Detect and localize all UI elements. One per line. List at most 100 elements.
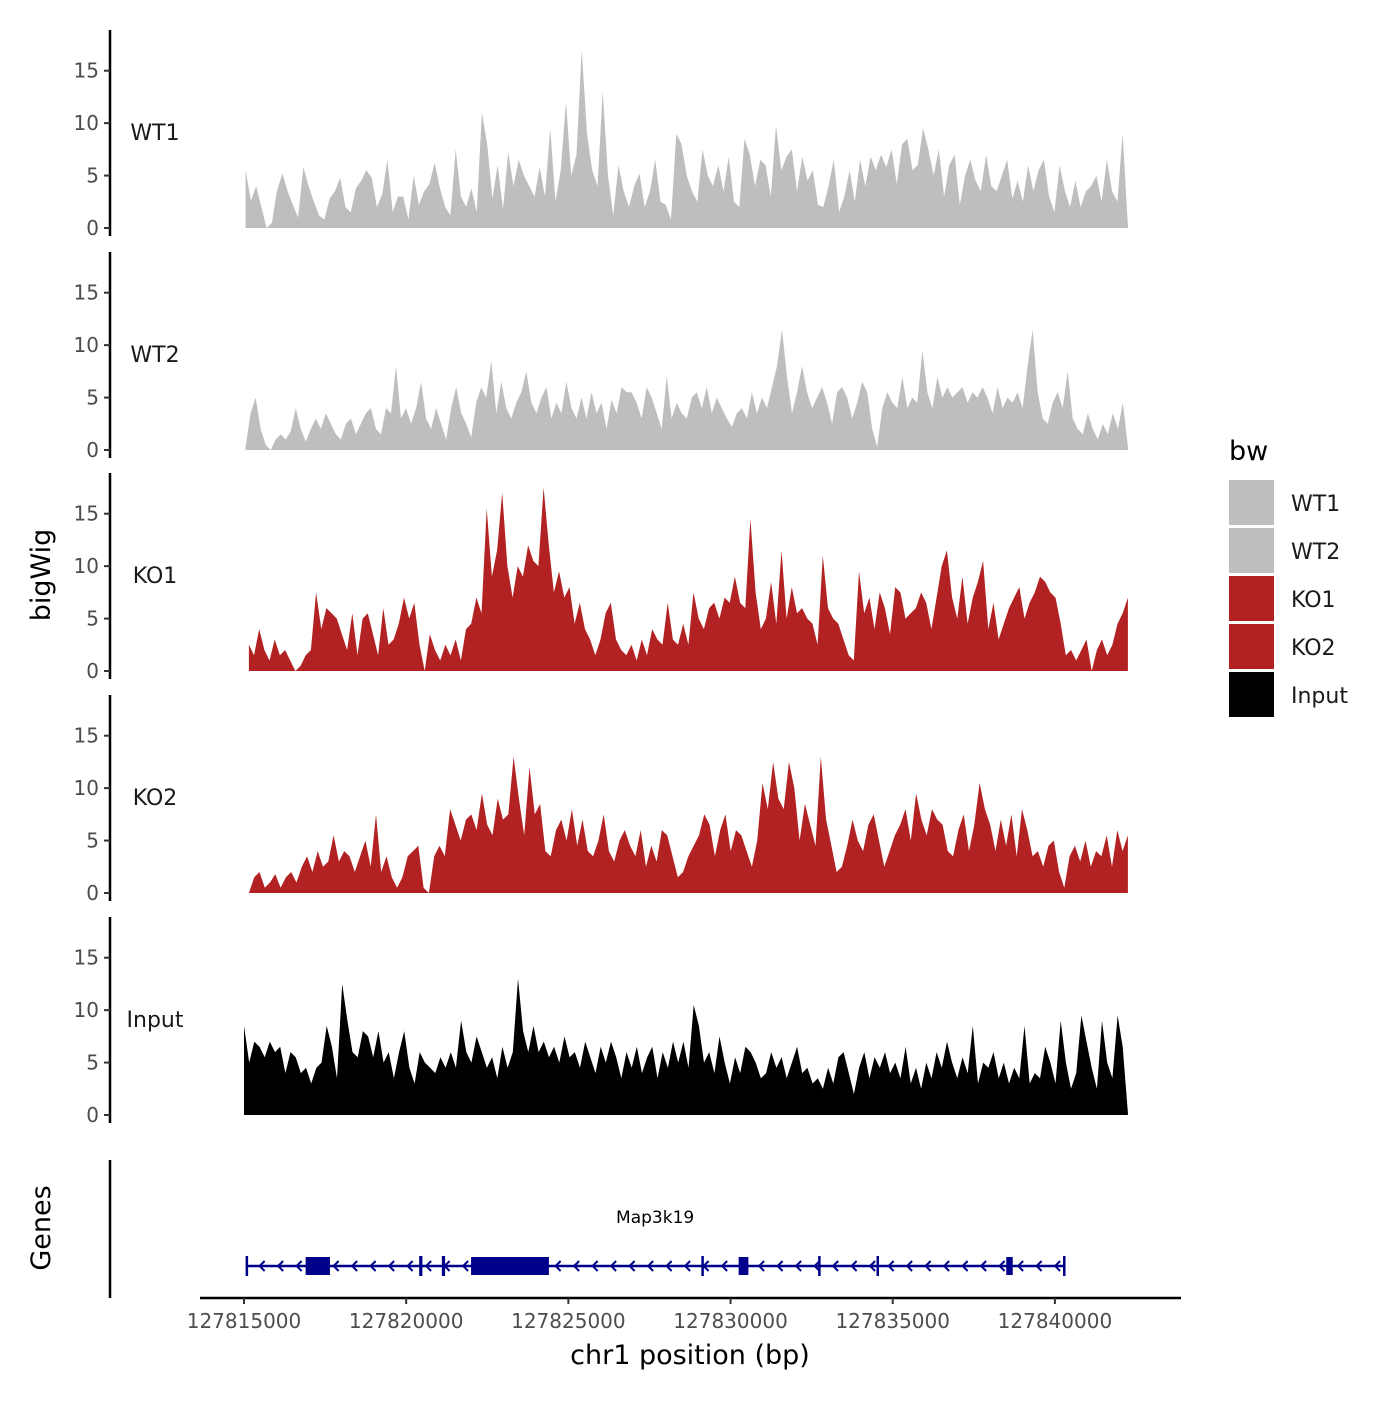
x-axis: 127815000 127820000 127825000 127830000 1278… (187, 1296, 1181, 1333)
coverage-area-wt2 (245, 329, 1128, 450)
strand-arrow (942, 1260, 950, 1272)
coverage-area-input (244, 978, 1128, 1115)
strand-arrow (1035, 1260, 1043, 1272)
x-tick-label: 127815000 (187, 1309, 302, 1333)
exon (738, 1257, 749, 1275)
exon (701, 1256, 704, 1276)
y-tick-label: 10 (74, 776, 99, 800)
y-tick-label: 10 (74, 111, 99, 135)
strand-arrow (979, 1260, 987, 1272)
legend-label-wt1: WT1 (1291, 492, 1340, 517)
strand-arrow (720, 1260, 728, 1272)
y-tick-label: 5 (86, 386, 99, 410)
strand-arrow (813, 1260, 821, 1272)
track-label-ko2: KO2 (133, 786, 178, 811)
legend-key-wt1 (1229, 480, 1274, 525)
y-tick-label: 15 (74, 59, 99, 83)
strand-arrow (868, 1260, 876, 1272)
legend-key-input (1229, 672, 1274, 717)
exon (818, 1256, 821, 1276)
y-tick-label: 5 (86, 1051, 99, 1075)
x-tick-label: 127825000 (511, 1309, 626, 1333)
track-wt2: 0 5 10 15 WT2 (74, 252, 1128, 462)
strand-arrow (831, 1260, 839, 1272)
y-tick-label: 15 (74, 281, 99, 305)
strand-arrow (554, 1260, 562, 1272)
track-ko1: 0 5 10 15 KO1 (74, 473, 1128, 683)
strand-arrow (887, 1260, 895, 1272)
exon (245, 1256, 249, 1276)
legend-key-ko2 (1229, 624, 1274, 669)
track-label-wt2: WT2 (130, 343, 179, 368)
x-tick-label: 127835000 (835, 1309, 950, 1333)
y-tick-label: 5 (86, 829, 99, 853)
strand-arrow (924, 1260, 932, 1272)
strand-arrow (850, 1260, 858, 1272)
track-label-wt1: WT1 (130, 121, 179, 146)
exon (1006, 1257, 1013, 1275)
y-tick-label: 5 (86, 607, 99, 631)
strand-arrow (665, 1260, 673, 1272)
y-tick-label: 0 (86, 1103, 99, 1127)
exon (1063, 1256, 1066, 1276)
strand-arrow (646, 1260, 654, 1272)
exon (876, 1256, 880, 1276)
legend-label-ko1: KO1 (1291, 588, 1336, 613)
x-tick-label: 127840000 (998, 1309, 1113, 1333)
x-axis-title: chr1 position (bp) (570, 1340, 810, 1371)
strand-arrow (332, 1260, 340, 1272)
y-tick-label: 10 (74, 998, 99, 1022)
strand-arrow (406, 1260, 414, 1272)
strand-arrow (794, 1260, 802, 1272)
strand-arrow (276, 1260, 284, 1272)
strand-arrow (350, 1260, 358, 1272)
strand-arrow (295, 1260, 303, 1272)
strand-arrow (461, 1260, 469, 1272)
exon (305, 1257, 330, 1275)
strand-arrow (1053, 1260, 1061, 1272)
y-tick-label: 15 (74, 724, 99, 748)
strand-arrow (591, 1260, 599, 1272)
y-tick-label: 15 (74, 502, 99, 526)
track-label-ko1: KO1 (133, 564, 178, 589)
y-tick-label: 0 (86, 438, 99, 462)
strand-arrow (424, 1260, 432, 1272)
exon (441, 1256, 446, 1276)
coverage-area-ko2 (248, 756, 1128, 893)
legend-label-wt2: WT2 (1291, 540, 1340, 565)
x-tick-label: 127820000 (349, 1309, 464, 1333)
strand-arrow (609, 1260, 617, 1272)
strand-arrow (572, 1260, 580, 1272)
y-axis-title: bigWig (26, 529, 57, 622)
y-tick-label: 10 (74, 554, 99, 578)
track-label-input: Input (127, 1008, 184, 1033)
strand-arrow (387, 1260, 395, 1272)
coverage-tracks: 0 5 10 15 WT1 0 5 10 15 WT2 0 5 10 15 KO1 0 5 10 15 KO2 0 5 10… (74, 30, 1128, 1127)
legend-label-input: Input (1291, 684, 1348, 709)
genes-track-title: Genes (26, 1185, 57, 1270)
legend-label-ko2: KO2 (1291, 636, 1336, 661)
strand-arrow (1016, 1260, 1024, 1272)
y-tick-label: 5 (86, 164, 99, 188)
legend-key-wt2 (1229, 528, 1274, 573)
y-tick-label: 15 (74, 946, 99, 970)
strand-arrow (905, 1260, 913, 1272)
legend-key-ko1 (1229, 576, 1274, 621)
strand-arrow (628, 1260, 636, 1272)
y-tick-label: 0 (86, 881, 99, 905)
gene-track: Map3k19 (108, 1160, 1066, 1298)
y-tick-label: 0 (86, 659, 99, 683)
legend: bw WT1 WT2 KO1 KO2 Input (1229, 436, 1348, 717)
legend-title: bw (1229, 436, 1268, 467)
coverage-area-ko1 (248, 487, 1128, 671)
strand-arrow (757, 1260, 765, 1272)
x-tick-label: 127830000 (673, 1309, 788, 1333)
y-tick-label: 10 (74, 333, 99, 357)
track-ko2: 0 5 10 15 KO2 (74, 695, 1128, 905)
strand-arrow (998, 1260, 1006, 1272)
exon (419, 1256, 423, 1276)
coverage-area-wt1 (245, 49, 1128, 229)
strand-arrow (258, 1260, 266, 1272)
